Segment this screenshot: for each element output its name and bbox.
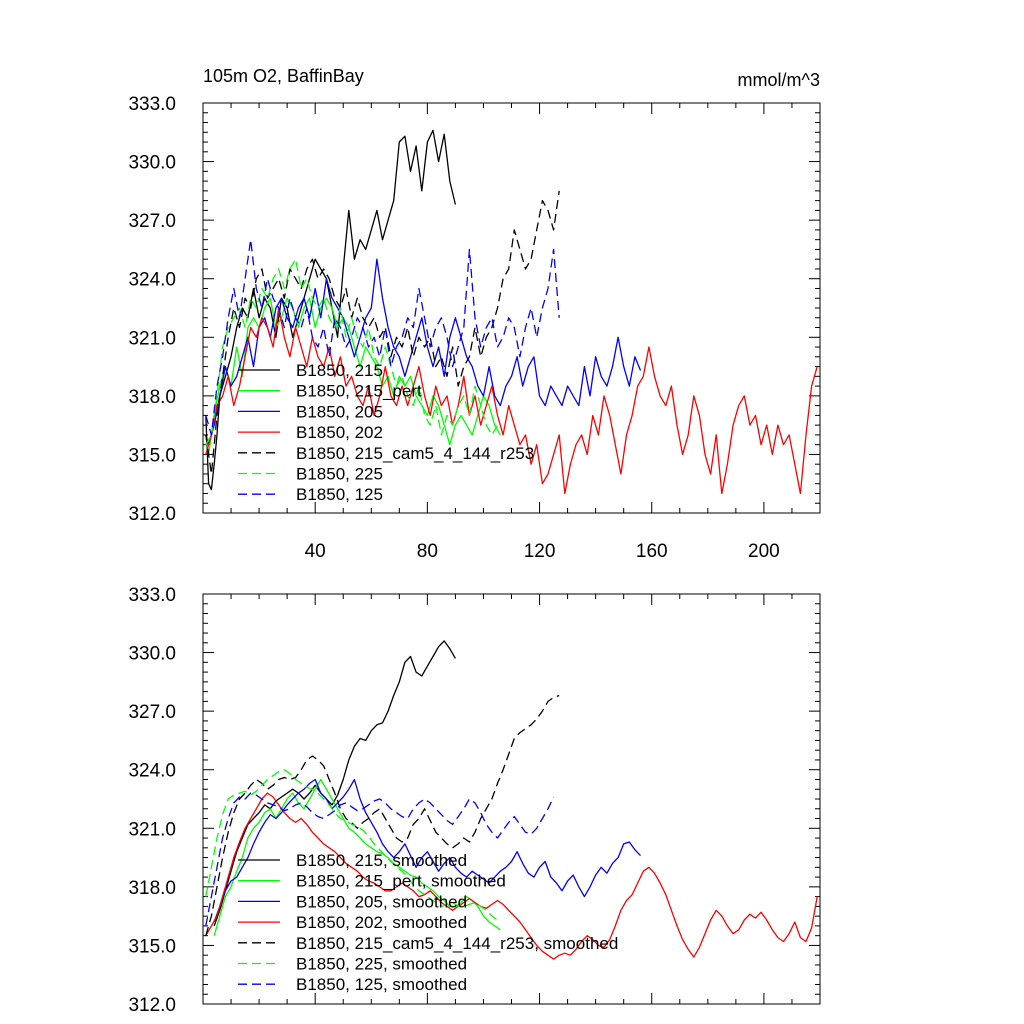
bottom-series	[205, 640, 818, 960]
y-tick-label: 324.0	[128, 270, 176, 291]
y-tick-label: 327.0	[128, 702, 176, 723]
x-tick-label: 80	[417, 541, 438, 562]
series-line	[205, 190, 560, 475]
y-tick-label: 318.0	[128, 387, 176, 408]
legend-label: B1850, 125	[296, 485, 383, 504]
y-tick-label: 321.0	[128, 819, 176, 840]
legend-label: B1850, 215, smoothed	[296, 851, 467, 870]
legend-label: B1850, 215	[296, 361, 383, 380]
bottom-y-tick-labels: 312.0 315.0 318.0 321.0 324.0 327.0 330.0 333.0	[128, 585, 176, 1016]
legend-label: B1850, 215_pert, smoothed	[296, 872, 506, 891]
y-tick-label: 333.0	[128, 94, 176, 115]
legend-label: B1850, 205, smoothed	[296, 892, 467, 911]
y-tick-label: 315.0	[128, 936, 176, 957]
series-line	[205, 769, 498, 921]
legend-label: B1850, 202	[296, 423, 383, 442]
series-line	[205, 792, 555, 927]
legend-label: B1850, 125, smoothed	[296, 975, 467, 994]
y-tick-label: 321.0	[128, 328, 176, 349]
series-line	[205, 694, 560, 936]
legend-label: B1850, 215_pert	[296, 382, 422, 401]
top-ticks	[203, 102, 821, 514]
y-tick-label: 312.0	[128, 995, 176, 1016]
top-chart-title: 105m O2, BaffinBay	[203, 66, 364, 86]
legend-label: B1850, 215_cam5_4_144_r253	[296, 444, 534, 463]
top-y-tick-labels: 312.0 315.0 318.0 321.0 324.0 327.0 330.0 333.0	[128, 94, 176, 525]
legend-label: B1850, 225	[296, 465, 383, 484]
y-tick-label: 330.0	[128, 153, 176, 174]
legend-label: B1850, 205	[296, 402, 383, 421]
legend-label: B1850, 225, smoothed	[296, 955, 467, 974]
top-units-label: mmol/m^3	[738, 70, 820, 90]
y-tick-label: 330.0	[128, 644, 176, 665]
series-line	[205, 239, 560, 436]
series-line	[213, 778, 641, 923]
top-panel: 105m O2, BaffinBay mmol/m^3 312.0315.031…	[128, 66, 821, 562]
bottom-legend: B1850, 215, smoothed B1850, 215_pert, smo…	[238, 851, 618, 994]
series-line	[213, 778, 501, 936]
series-line	[205, 297, 501, 456]
x-tick-label: 160	[636, 541, 668, 562]
series-line	[205, 307, 818, 495]
bottom-ticks	[203, 593, 821, 1005]
y-tick-label: 315.0	[128, 445, 176, 466]
series-line	[205, 792, 818, 960]
x-tick-label: 40	[305, 541, 326, 562]
y-tick-label: 333.0	[128, 585, 176, 606]
series-line	[205, 258, 642, 446]
top-x-tick-labels: 40 80 120 160 200	[305, 541, 780, 562]
series-line	[213, 640, 456, 927]
y-tick-label: 327.0	[128, 211, 176, 232]
series-line	[205, 258, 499, 446]
bottom-panel: 312.0 315.0 318.0 321.0 324.0 327.0 330.0 333.0…	[128, 585, 821, 1016]
x-tick-label: 120	[524, 541, 556, 562]
top-series	[205, 129, 818, 495]
legend-label: B1850, 202, smoothed	[296, 913, 467, 932]
legend-label: B1850, 215_cam5_4_144_r253, smoothed	[296, 934, 618, 953]
series-line	[205, 129, 457, 491]
y-tick-label: 312.0	[128, 504, 176, 525]
y-tick-label: 318.0	[128, 878, 176, 899]
y-tick-label: 324.0	[128, 761, 176, 782]
x-tick-label: 200	[748, 541, 780, 562]
